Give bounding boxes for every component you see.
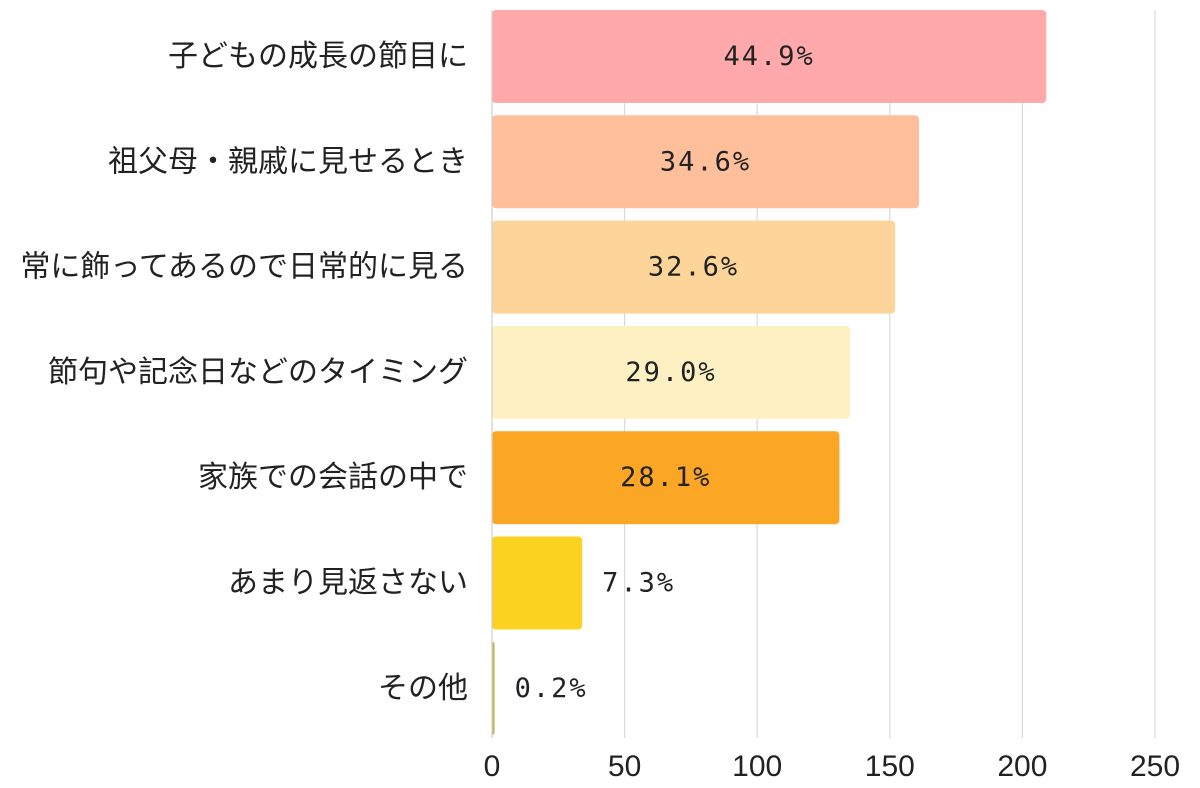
category-label: 祖父母・親戚に見せるとき — [108, 144, 468, 179]
bar — [492, 115, 919, 209]
category-labels: 子どもの成長の節目に祖父母・親戚に見せるとき常に飾ってあるので日常的に見る節句や… — [20, 39, 468, 706]
bar — [492, 325, 851, 419]
category-label: 節句や記念日などのタイミング — [48, 355, 468, 390]
category-label: 常に飾ってあるので日常的に見る — [20, 250, 468, 285]
x-tick-label: 100 — [732, 750, 782, 783]
category-label: その他 — [378, 671, 468, 706]
x-axis: 0 50 100 150 200 250 — [484, 10, 1180, 783]
data-label: 7.3% — [602, 568, 675, 599]
bars — [492, 10, 1047, 735]
bar — [492, 220, 896, 314]
x-tick-label: 50 — [608, 750, 641, 783]
category-label: 子どもの成長の節目に — [168, 39, 468, 74]
data-label: 29.0% — [625, 357, 716, 388]
data-label: 44.9% — [723, 41, 814, 72]
x-tick-label: 200 — [997, 750, 1047, 783]
category-label: あまり見返さない — [228, 566, 468, 601]
bar — [492, 431, 840, 525]
bar — [492, 10, 1047, 103]
x-tick-label: 250 — [1130, 750, 1180, 783]
data-label: 28.1% — [620, 462, 711, 493]
bar — [492, 536, 583, 630]
bar — [492, 641, 495, 735]
x-tick-label: 0 — [484, 750, 501, 783]
x-tick-label: 150 — [865, 750, 915, 783]
data-label: 32.6% — [648, 252, 739, 283]
data-label: 0.2% — [515, 673, 588, 704]
data-label: 34.6% — [660, 146, 751, 177]
data-labels: 44.9% 34.6% 32.6% 29.0% 28.1% 7.3% 0.2% — [515, 41, 814, 704]
category-label: 家族での会話の中で — [198, 460, 468, 495]
